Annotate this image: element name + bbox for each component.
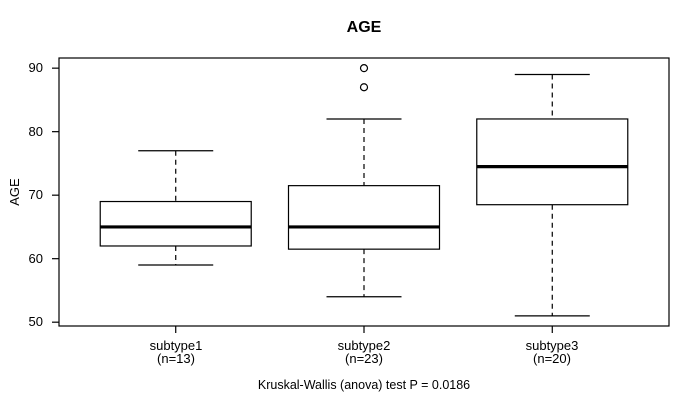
y-tick-label-60: 60 bbox=[28, 251, 43, 266]
x-group-label-subtype3: subtype3 (n=20) bbox=[482, 339, 622, 365]
iqr-box bbox=[287, 185, 441, 250]
group-name: subtype2 bbox=[337, 338, 391, 353]
group-count: (n=23) bbox=[345, 351, 383, 366]
x-group-label-subtype2: subtype2 (n=23) bbox=[294, 339, 434, 365]
group-name: subtype1 bbox=[149, 338, 203, 353]
y-tick-label-50: 50 bbox=[28, 314, 43, 329]
group-count: (n=20) bbox=[533, 351, 571, 366]
y-tick-label-90: 90 bbox=[28, 60, 43, 75]
group-name: subtype3 bbox=[525, 338, 579, 353]
outlier-point bbox=[359, 64, 369, 73]
y-tick-label-70: 70 bbox=[28, 187, 43, 202]
y-tick-label-80: 80 bbox=[28, 124, 43, 139]
chart-title: AGE bbox=[346, 19, 382, 36]
stat-test-caption: Kruskal-Wallis (anova) test P = 0.0186 bbox=[257, 378, 471, 392]
group-count: (n=13) bbox=[157, 351, 195, 366]
iqr-box bbox=[476, 118, 629, 206]
outlier-point bbox=[359, 83, 369, 92]
iqr-box bbox=[99, 200, 252, 247]
x-group-label-subtype1: subtype1 (n=13) bbox=[106, 339, 246, 365]
